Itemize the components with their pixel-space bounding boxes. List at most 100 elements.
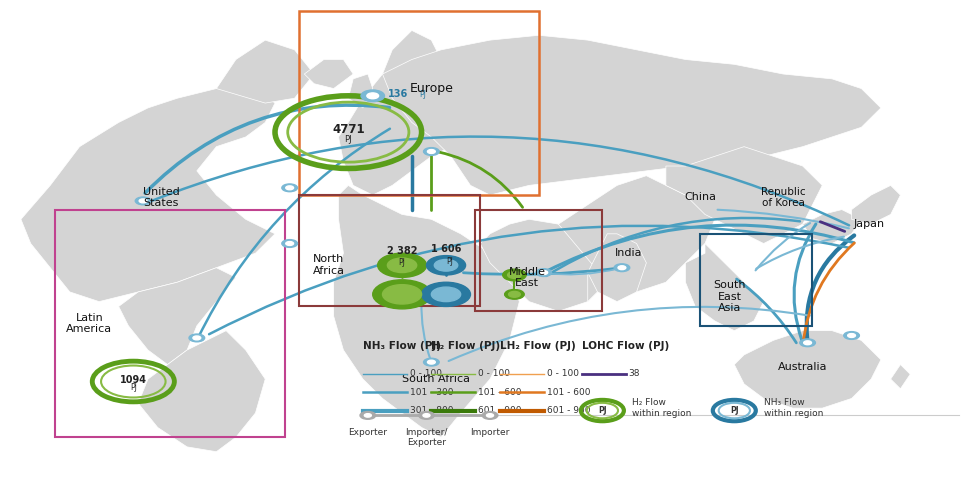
- Polygon shape: [305, 59, 353, 89]
- Text: 38: 38: [629, 369, 640, 378]
- Text: Exporter: Exporter: [348, 428, 387, 436]
- Circle shape: [423, 148, 439, 155]
- Text: NH₃ Flow (PJ): NH₃ Flow (PJ): [363, 341, 441, 351]
- Text: H₂ Flow (PJ): H₂ Flow (PJ): [431, 341, 501, 351]
- Circle shape: [426, 256, 466, 275]
- Circle shape: [421, 282, 470, 306]
- Polygon shape: [382, 31, 441, 74]
- Text: 101 - 300: 101 - 300: [410, 388, 454, 396]
- Polygon shape: [852, 186, 901, 224]
- Text: North
Africa: North Africa: [313, 255, 345, 276]
- Circle shape: [848, 334, 856, 337]
- Text: Australia: Australia: [778, 362, 827, 372]
- Text: Republic
of Korea: Republic of Korea: [760, 187, 806, 208]
- Circle shape: [503, 269, 526, 281]
- Polygon shape: [382, 35, 881, 195]
- Text: PJ: PJ: [446, 257, 453, 265]
- Circle shape: [844, 332, 859, 339]
- Circle shape: [536, 269, 552, 277]
- Text: PJ: PJ: [345, 135, 352, 144]
- Text: 1094: 1094: [120, 375, 147, 385]
- Text: Importer/
Exporter: Importer/ Exporter: [406, 428, 448, 447]
- Text: China: China: [684, 192, 716, 203]
- Circle shape: [423, 358, 439, 366]
- Circle shape: [193, 336, 201, 340]
- Circle shape: [189, 334, 205, 342]
- Text: 301 - 800: 301 - 800: [410, 406, 454, 415]
- Circle shape: [286, 186, 294, 190]
- Polygon shape: [559, 176, 714, 301]
- Circle shape: [418, 412, 434, 419]
- Polygon shape: [333, 186, 519, 437]
- Polygon shape: [480, 219, 608, 311]
- Circle shape: [508, 272, 521, 279]
- Text: Middle
East: Middle East: [509, 266, 546, 288]
- Text: PJ: PJ: [399, 258, 406, 267]
- Circle shape: [618, 266, 626, 270]
- Circle shape: [372, 280, 431, 309]
- Polygon shape: [138, 331, 266, 452]
- Polygon shape: [338, 59, 490, 195]
- Circle shape: [423, 413, 430, 417]
- Polygon shape: [588, 234, 647, 301]
- Text: LH₂ Flow (PJ): LH₂ Flow (PJ): [500, 341, 575, 351]
- Circle shape: [286, 242, 294, 245]
- Bar: [300, 11, 539, 195]
- Circle shape: [367, 93, 378, 99]
- Polygon shape: [119, 268, 236, 365]
- Text: 1 606: 1 606: [431, 244, 462, 254]
- Circle shape: [382, 285, 421, 304]
- Text: LOHC Flow (PJ): LOHC Flow (PJ): [582, 341, 669, 351]
- Polygon shape: [685, 244, 763, 331]
- Text: 2 382: 2 382: [387, 245, 417, 256]
- Text: Latin
America: Latin America: [67, 313, 113, 334]
- Polygon shape: [21, 89, 275, 301]
- Polygon shape: [348, 74, 372, 108]
- Text: 4771: 4771: [332, 123, 365, 136]
- Circle shape: [282, 240, 298, 247]
- Bar: [475, 209, 603, 311]
- Polygon shape: [891, 365, 910, 389]
- Text: 601 - 900: 601 - 900: [478, 406, 521, 415]
- Circle shape: [509, 291, 520, 297]
- Text: Importer: Importer: [470, 428, 510, 436]
- Text: Japan: Japan: [854, 219, 885, 229]
- Polygon shape: [217, 40, 315, 103]
- Bar: [55, 209, 285, 437]
- Circle shape: [482, 412, 498, 419]
- Text: 0 - 100: 0 - 100: [478, 369, 511, 378]
- Circle shape: [377, 253, 426, 278]
- Circle shape: [427, 360, 435, 364]
- Text: South Africa: South Africa: [402, 374, 470, 384]
- Circle shape: [360, 412, 375, 419]
- Bar: [300, 195, 480, 306]
- Text: PJ: PJ: [130, 383, 137, 393]
- Text: PJ: PJ: [598, 406, 607, 415]
- Circle shape: [434, 260, 458, 271]
- Text: South
East
Asia: South East Asia: [713, 280, 746, 313]
- Text: 136: 136: [388, 89, 409, 99]
- Circle shape: [427, 150, 435, 153]
- Text: PJ: PJ: [730, 406, 739, 415]
- Text: United
States: United States: [143, 187, 180, 208]
- Circle shape: [387, 258, 416, 273]
- Circle shape: [804, 341, 811, 345]
- Text: 101 - 600: 101 - 600: [547, 388, 590, 396]
- Circle shape: [135, 197, 151, 205]
- Text: 601 - 900: 601 - 900: [547, 406, 590, 415]
- Circle shape: [505, 289, 524, 299]
- Circle shape: [365, 413, 371, 417]
- Text: 101 - 600: 101 - 600: [478, 388, 521, 396]
- Circle shape: [800, 339, 815, 347]
- Polygon shape: [803, 209, 861, 244]
- Circle shape: [361, 90, 384, 102]
- Circle shape: [282, 184, 298, 192]
- Text: NH₃ Flow
within region: NH₃ Flow within region: [763, 398, 823, 418]
- Polygon shape: [665, 147, 822, 244]
- Bar: [700, 234, 812, 326]
- Circle shape: [139, 199, 147, 203]
- Text: PJ: PJ: [419, 90, 426, 99]
- Circle shape: [486, 413, 494, 417]
- Polygon shape: [734, 331, 881, 408]
- Text: 0 - 100: 0 - 100: [410, 369, 442, 378]
